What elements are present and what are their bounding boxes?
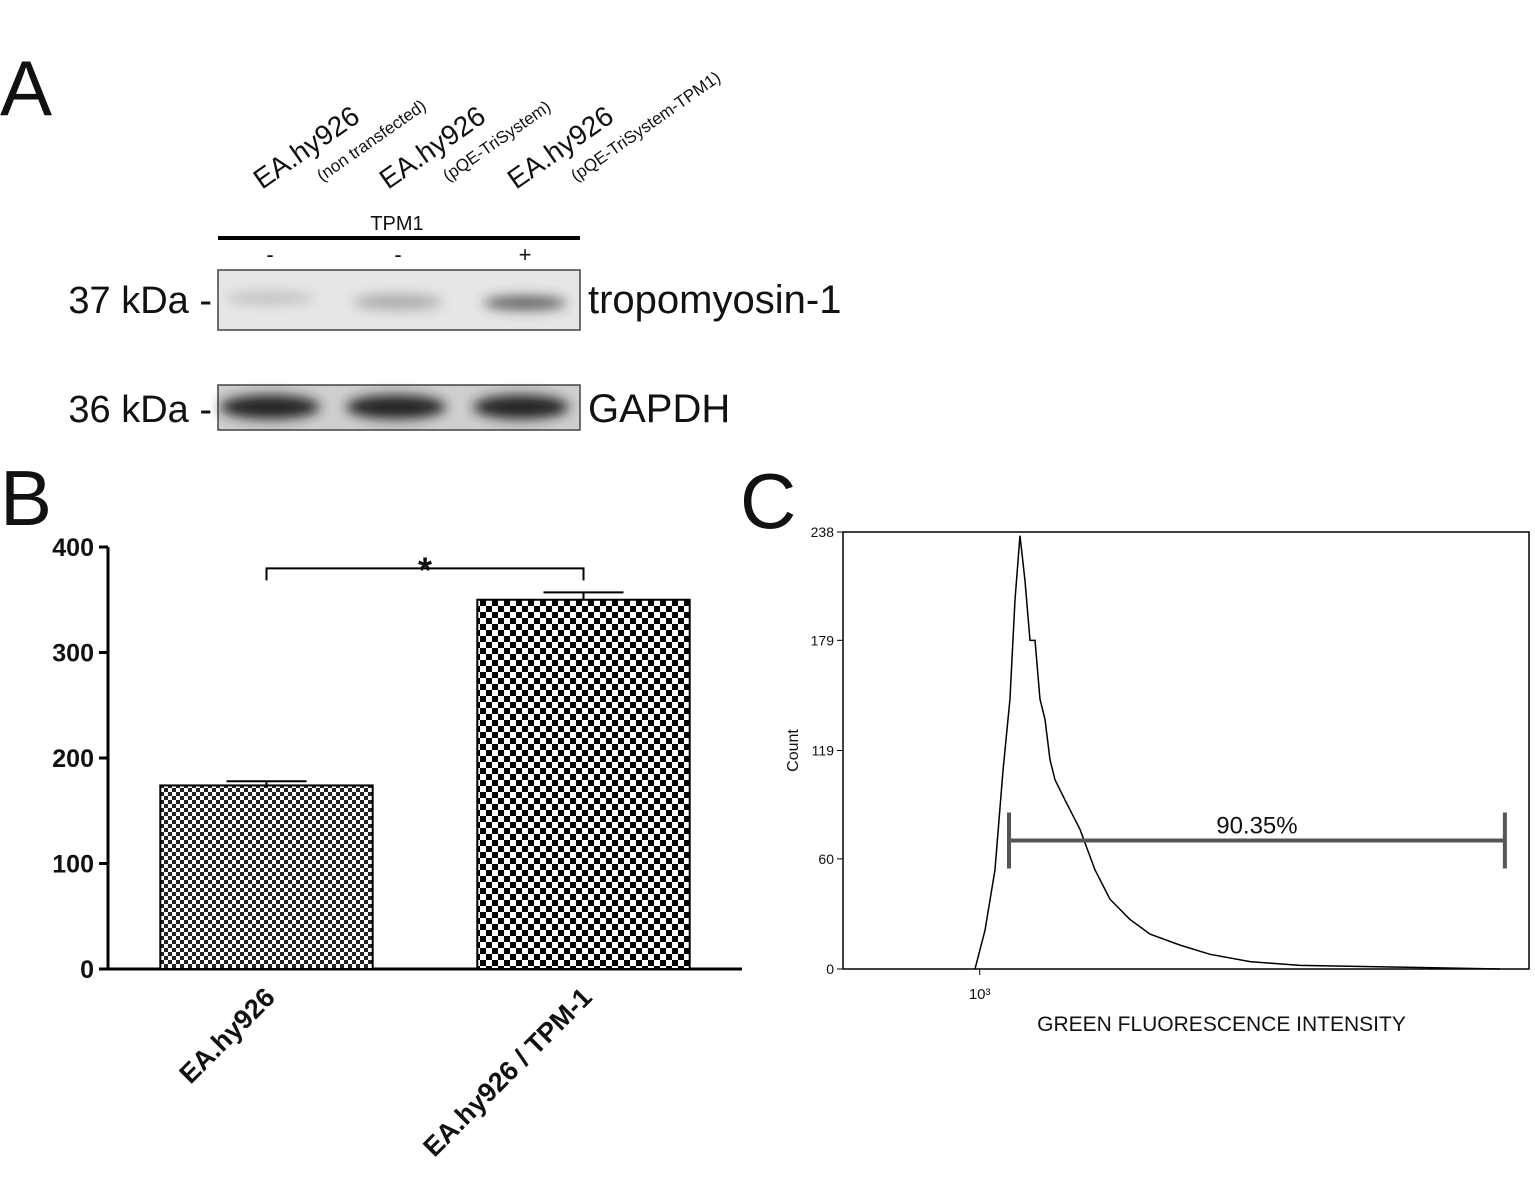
band: [483, 296, 567, 310]
y-tick-label: 238: [811, 524, 835, 540]
band: [353, 294, 443, 310]
gate-label: 90.35%: [1216, 812, 1297, 839]
lane-sign: +: [519, 242, 532, 267]
band: [346, 395, 446, 419]
y-tick-label: 60: [818, 851, 834, 867]
gate-marker: [1006, 812, 1507, 869]
blot-name: GAPDH: [588, 387, 730, 431]
plot-frame: [842, 531, 1530, 970]
histogram-line: [974, 535, 1501, 970]
y-tick-label: 400: [52, 534, 94, 562]
band: [473, 395, 569, 419]
y-axis-label: Count: [785, 729, 802, 772]
blot-size: 37 kDa -: [68, 280, 212, 322]
panel-a: A EA.hy926 (non transfected) EA.hy926 (p…: [0, 44, 841, 431]
error-bar: [226, 780, 307, 786]
x-axis-label: GREEN FLUORESCENCE INTENSITY: [1037, 1013, 1406, 1036]
significance-label: *: [418, 549, 432, 590]
panel-label: B: [0, 454, 52, 542]
y-tick-label: 300: [52, 640, 94, 668]
x-tick-label: EA.hy926: [174, 982, 281, 1089]
error-bar: [543, 591, 624, 600]
lane-sign: -: [266, 242, 273, 267]
x-tick-label: EA.hy926 / TPM-1: [417, 982, 597, 1162]
y-tick-label: 100: [52, 851, 94, 879]
y-tick-label: 119: [812, 743, 835, 759]
y-tick-label: 200: [52, 745, 94, 773]
lane-sign: -: [394, 242, 401, 267]
group-label: TPM1: [370, 213, 423, 235]
blot-size: 36 kDa -: [68, 389, 212, 431]
y-tick-label: 0: [80, 956, 94, 984]
x-tick-label: 10³: [969, 986, 991, 1003]
significance-bracket: [265, 567, 585, 581]
panel-label: C: [740, 457, 796, 545]
bar: [476, 598, 691, 970]
band: [220, 395, 320, 419]
y-tick-label: 0: [826, 961, 834, 977]
y-tick-label: 179: [811, 632, 835, 648]
blot-name: tropomyosin-1: [588, 278, 841, 322]
band: [225, 292, 315, 304]
panel-label: A: [0, 44, 52, 132]
bar: [159, 784, 374, 970]
